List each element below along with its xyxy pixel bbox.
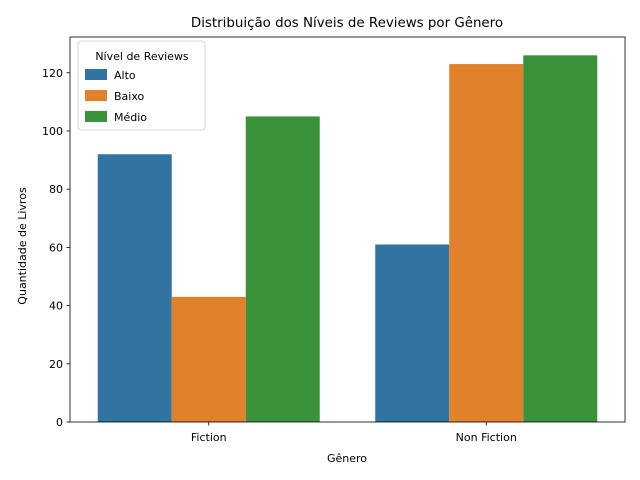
legend-box bbox=[77, 40, 206, 131]
plot-area: 0 20 40 60 80 100 120 Fiction Non Fiction bbox=[42, 36, 626, 444]
bar-baixo-non-fiction bbox=[449, 64, 524, 423]
y-tick-label: 0 bbox=[56, 416, 63, 429]
bar-alto-fiction bbox=[97, 154, 172, 422]
bar-m-dio-non-fiction bbox=[523, 55, 598, 422]
y-tick-label: 80 bbox=[49, 183, 63, 196]
y-axis-label: Quantidade de Livros bbox=[16, 187, 29, 305]
y-tick-label: 100 bbox=[42, 125, 63, 138]
legend-title: Nível de Reviews bbox=[95, 50, 189, 63]
legend-swatch bbox=[85, 90, 107, 101]
y-tick-label: 40 bbox=[49, 300, 63, 313]
legend-label: Médio bbox=[114, 111, 147, 124]
x-tick-label: Non Fiction bbox=[456, 431, 517, 444]
x-axis-label: Gênero bbox=[327, 452, 367, 465]
bar-baixo-fiction bbox=[171, 296, 246, 422]
bars bbox=[97, 55, 598, 423]
legend-swatch bbox=[85, 111, 107, 122]
y-tick-label: 120 bbox=[42, 67, 63, 80]
legend: Nível de Reviews Alto Baixo Médio bbox=[77, 40, 206, 131]
bar-alto-non-fiction bbox=[375, 244, 450, 422]
plot-frame bbox=[69, 36, 626, 423]
legend-swatch bbox=[85, 69, 107, 80]
y-tick-label: 60 bbox=[49, 241, 63, 254]
x-axis: Fiction Non Fiction bbox=[191, 422, 517, 444]
legend-label: Alto bbox=[114, 69, 136, 82]
chart-title: Distribuição dos Níveis de Reviews por G… bbox=[191, 15, 503, 31]
y-axis: 0 20 40 60 80 100 120 bbox=[42, 67, 70, 429]
x-tick-label: Fiction bbox=[191, 431, 227, 444]
y-tick-label: 20 bbox=[49, 358, 63, 371]
legend-label: Baixo bbox=[114, 90, 145, 103]
bar-m-dio-fiction bbox=[245, 116, 320, 422]
legend-items: Alto Baixo Médio bbox=[85, 69, 147, 124]
